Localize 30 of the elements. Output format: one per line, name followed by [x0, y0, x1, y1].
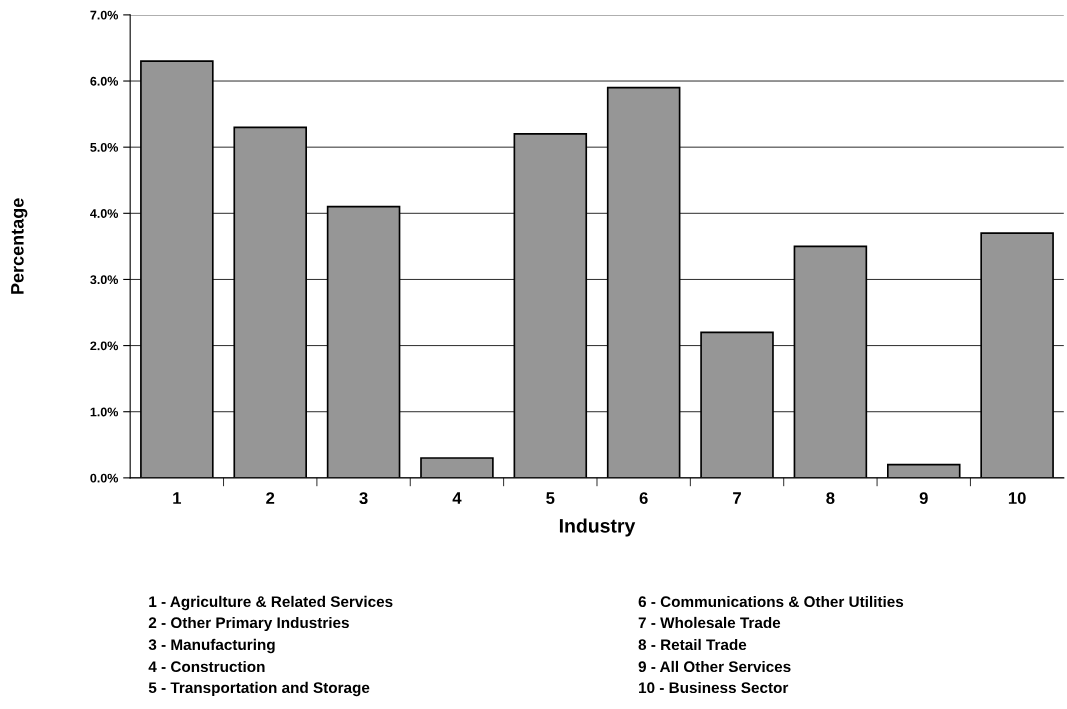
x-tick-label: 4 — [452, 492, 462, 504]
text: 10 - Business Sector — [639, 681, 789, 694]
text: 6 - Communications & Other Utilities — [638, 595, 904, 608]
x-tick-label: 10 — [1008, 492, 1026, 504]
x-tick-label: 1 — [173, 492, 182, 504]
y-tick-label: 5.0% — [90, 142, 119, 152]
x-tick-label: 6 — [639, 492, 648, 504]
y-tick-label: 6.0% — [90, 76, 119, 86]
x-tick-label: 8 — [826, 492, 835, 504]
text: 1 - Agriculture & Related Services — [149, 595, 393, 611]
text: 5 - Transportation and Storage — [148, 681, 370, 697]
y-tick-label: 2.0% — [90, 341, 119, 351]
y-tick-label: 7.0% — [90, 10, 119, 20]
text: 8 - Retail Trade — [638, 638, 747, 651]
y-tick-label: 0.0% — [90, 473, 119, 483]
x-tick-label: 5 — [546, 492, 555, 504]
text: 3 - Manufacturing — [148, 638, 275, 654]
text: 7 - Wholesale Trade — [638, 616, 781, 629]
text: 2 - Other Primary Industries — [148, 616, 349, 632]
text: 9 - All Other Services — [638, 660, 791, 673]
text: 4 - Construction — [148, 660, 265, 673]
y-axis-title: Percentage — [11, 198, 28, 294]
y-tick-label: 3.0% — [90, 275, 119, 285]
x-axis-title: Industry — [559, 518, 636, 537]
x-tick-label: 3 — [359, 492, 368, 505]
y-tick-label: 4.0% — [90, 209, 119, 218]
y-tick-label: 1.0% — [90, 407, 119, 417]
x-tick-label: 9 — [919, 492, 928, 504]
x-tick-label: 7 — [733, 492, 741, 504]
x-tick-label: 2 — [266, 492, 275, 504]
